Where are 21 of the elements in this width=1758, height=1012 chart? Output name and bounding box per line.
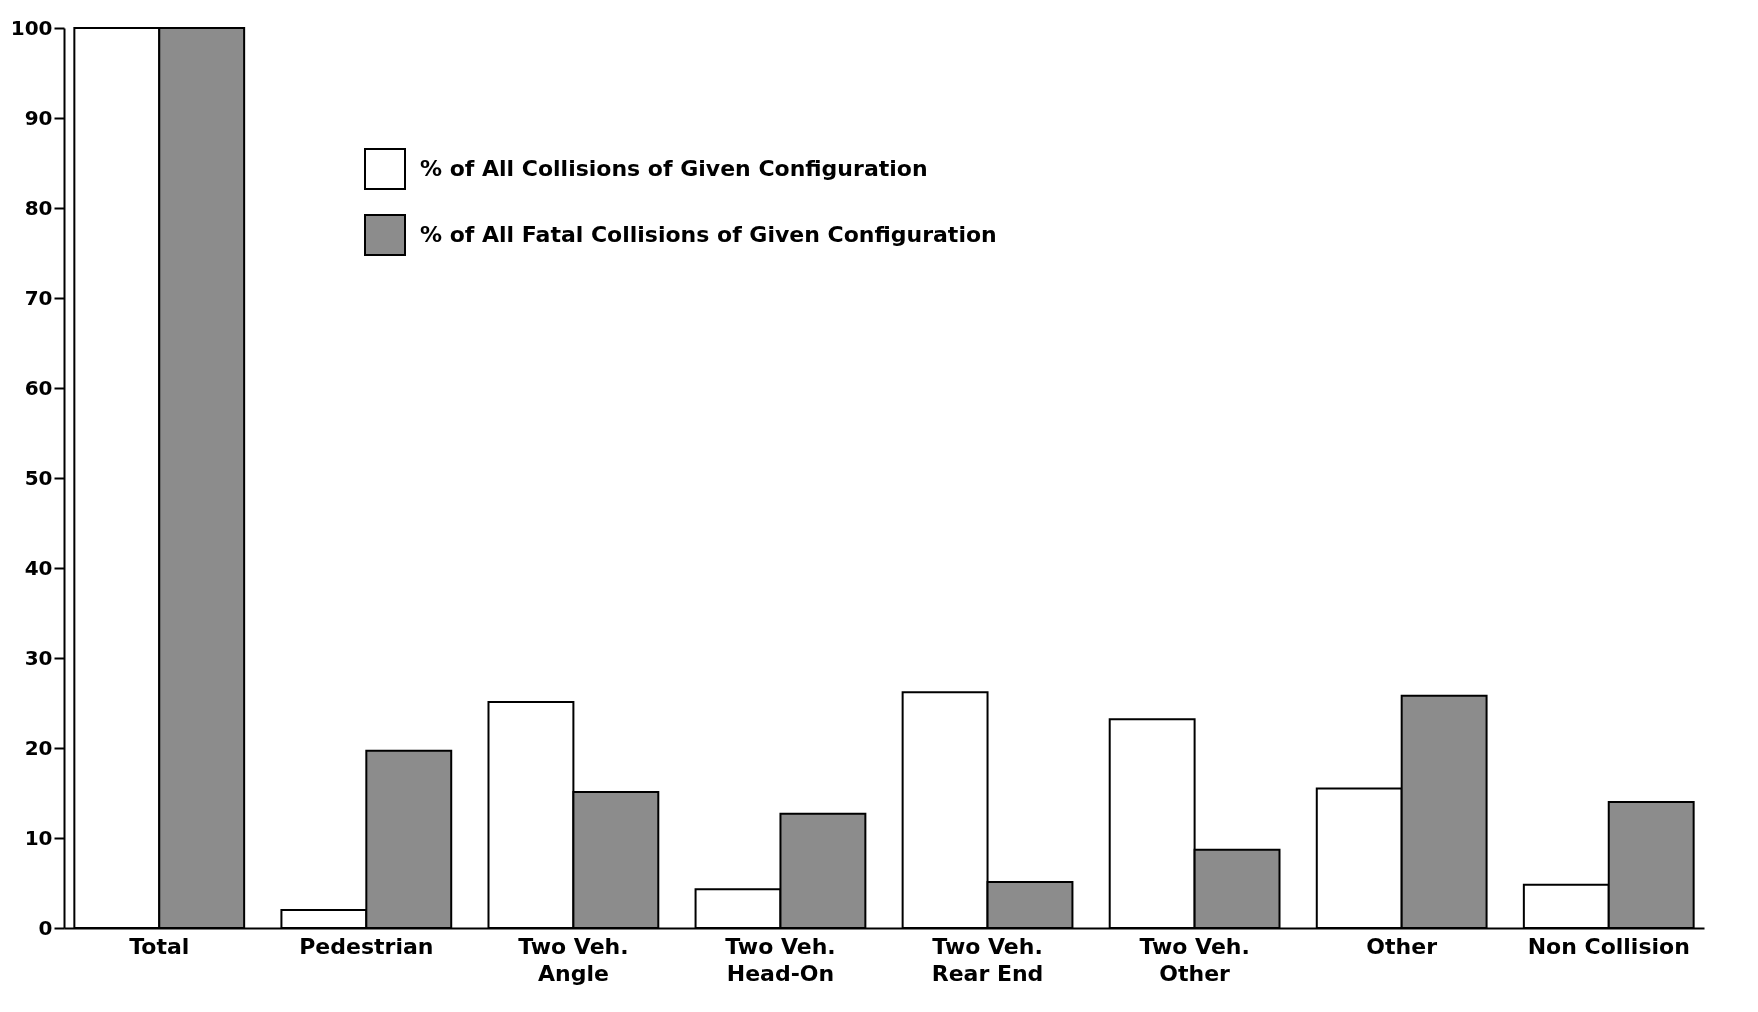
y-tick-label: 70	[24, 285, 53, 310]
y-tick-label: 40	[24, 555, 53, 580]
legend-label: % of All Collisions of Given Configuration	[420, 156, 928, 181]
y-tick-label: 30	[24, 645, 53, 670]
y-tick-label: 50	[24, 465, 53, 490]
y-tick-label: 90	[24, 105, 53, 130]
y-tick-label: 20	[24, 735, 53, 760]
x-tick-label: Two Veh. Head-On	[725, 933, 836, 986]
y-tick-label: 80	[24, 195, 53, 220]
x-tick-label: Total	[129, 933, 190, 959]
x-tick-label: Two Veh. Rear End	[931, 933, 1044, 986]
x-tick-label: Non Collision	[1527, 933, 1690, 959]
legend-label: % of All Fatal Collisions of Given Configuration	[420, 222, 997, 247]
x-tick-label: Two Veh. Other	[1139, 933, 1250, 986]
x-tick-label: Other	[1366, 933, 1438, 959]
y-tick-label: 10	[24, 825, 53, 850]
x-tick-label: Pedestrian	[299, 933, 434, 959]
y-tick-label: 60	[24, 375, 53, 400]
y-tick-label: 100	[10, 15, 53, 40]
x-tick-label: Two Veh. Angle	[518, 933, 629, 986]
y-tick-label: 0	[38, 915, 53, 940]
